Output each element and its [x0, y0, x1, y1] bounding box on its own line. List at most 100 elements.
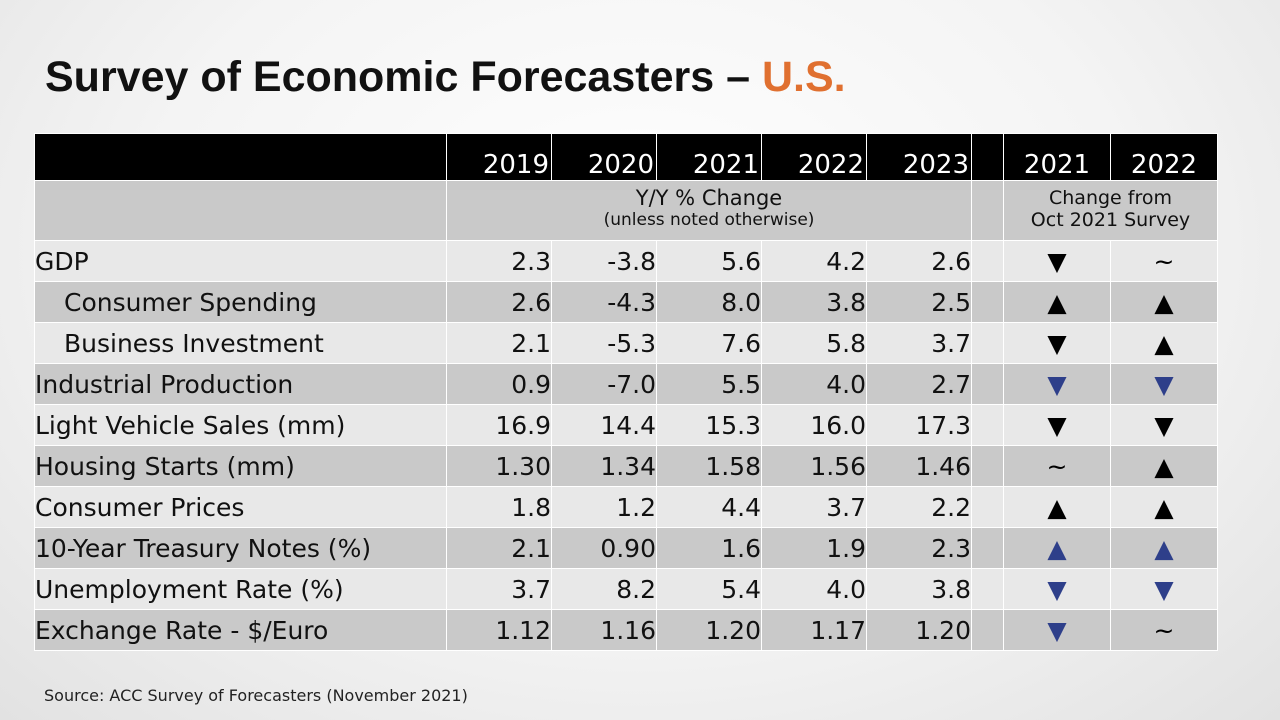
header-blank: [34, 133, 447, 181]
value-cell: 3.7: [761, 486, 867, 528]
value-cell: 1.16: [551, 609, 657, 651]
value-cell: 3.8: [761, 281, 867, 323]
value-cell: 2.1: [446, 527, 552, 569]
table-row: Business Investment 2.1 -5.3 7.6 5.8 3.7 ▼ ▲: [34, 322, 1218, 364]
value-cell: 1.12: [446, 609, 552, 651]
subheader-spacer: [971, 180, 1004, 241]
value-cell: 2.5: [866, 281, 972, 323]
value-cell: 1.58: [656, 445, 762, 487]
value-cell: 15.3: [656, 404, 762, 446]
up-arrow-icon: ▲: [1110, 281, 1218, 323]
units-line1: Y/Y % Change: [635, 186, 783, 210]
value-cell: 3.7: [446, 568, 552, 610]
change-line1: Change from: [1049, 187, 1172, 209]
value-cell: -5.3: [551, 322, 657, 364]
row-label: 10-Year Treasury Notes (%): [34, 527, 447, 569]
value-cell: 1.9: [761, 527, 867, 569]
units-note: Y/Y % Change (unless noted otherwise): [446, 180, 972, 241]
value-cell: 1.56: [761, 445, 867, 487]
value-cell: 8.0: [656, 281, 762, 323]
row-label: Consumer Prices: [34, 486, 447, 528]
value-cell: 1.8: [446, 486, 552, 528]
value-cell: 2.6: [866, 240, 972, 282]
no-change-icon: ~: [1110, 609, 1218, 651]
table-row: Consumer Spending 2.6 -4.3 8.0 3.8 2.5 ▲ ▲: [34, 281, 1218, 323]
change-line2: Oct 2021 Survey: [1030, 209, 1191, 231]
slide-title: Survey of Economic Forecasters – U.S.: [45, 56, 846, 99]
up-arrow-icon: ▲: [1110, 486, 1218, 528]
value-cell: 1.34: [551, 445, 657, 487]
source-note: Source: ACC Survey of Forecasters (Novem…: [44, 686, 468, 705]
value-cell: 1.20: [656, 609, 762, 651]
year-header: 2023: [866, 133, 972, 181]
up-arrow-icon: ▲: [1110, 527, 1218, 569]
spacer-cell: [971, 404, 1004, 446]
table-row: Light Vehicle Sales (mm) 16.9 14.4 15.3 16.0…: [34, 404, 1218, 446]
value-cell: 5.6: [656, 240, 762, 282]
table-row: Unemployment Rate (%) 3.7 8.2 5.4 4.0 3.8 ▼ ▼: [34, 568, 1218, 610]
value-cell: 1.6: [656, 527, 762, 569]
year-header: 2021: [656, 133, 762, 181]
spacer-cell: [971, 609, 1004, 651]
year-header: 2020: [551, 133, 657, 181]
year-header: 2019: [446, 133, 552, 181]
spacer-cell: [971, 363, 1004, 405]
value-cell: 17.3: [866, 404, 972, 446]
header-spacer: [971, 133, 1004, 181]
value-cell: 5.4: [656, 568, 762, 610]
table-row: Exchange Rate - $/Euro 1.12 1.16 1.20 1.17 1.…: [34, 609, 1218, 651]
down-arrow-icon: ▼: [1003, 322, 1111, 364]
value-cell: 2.6: [446, 281, 552, 323]
change-year-header: 2022: [1110, 133, 1218, 181]
row-label: Unemployment Rate (%): [34, 568, 447, 610]
row-label: Exchange Rate - $/Euro: [34, 609, 447, 651]
title-main: Survey of Economic Forecasters –: [45, 53, 762, 101]
up-arrow-icon: ▲: [1003, 486, 1111, 528]
value-cell: 1.30: [446, 445, 552, 487]
title-accent: U.S.: [761, 53, 846, 101]
row-label: Housing Starts (mm): [34, 445, 447, 487]
table-row: Industrial Production 0.9 -7.0 5.5 4.0 2.7 ▼ ▼: [34, 363, 1218, 405]
down-arrow-icon: ▼: [1003, 568, 1111, 610]
spacer-cell: [971, 568, 1004, 610]
value-cell: 2.3: [866, 527, 972, 569]
down-arrow-icon: ▼: [1003, 363, 1111, 405]
year-header: 2022: [761, 133, 867, 181]
value-cell: 4.0: [761, 568, 867, 610]
down-arrow-icon: ▼: [1110, 568, 1218, 610]
row-label: Industrial Production: [34, 363, 447, 405]
value-cell: 2.2: [866, 486, 972, 528]
change-note: Change from Oct 2021 Survey: [1003, 180, 1218, 241]
value-cell: 7.6: [656, 322, 762, 364]
table-row: Housing Starts (mm) 1.30 1.34 1.58 1.56 1.46 ~…: [34, 445, 1218, 487]
up-arrow-icon: ▲: [1003, 281, 1111, 323]
up-arrow-icon: ▲: [1003, 527, 1111, 569]
spacer-cell: [971, 240, 1004, 282]
forecast-table: 2019 2020 2021 2022 2023 2021 2022 Y/Y %…: [34, 133, 1218, 651]
value-cell: 3.7: [866, 322, 972, 364]
subheader-blank: [34, 180, 447, 241]
value-cell: 14.4: [551, 404, 657, 446]
down-arrow-icon: ▼: [1110, 363, 1218, 405]
table-row: GDP 2.3 -3.8 5.6 4.2 2.6 ▼ ~: [34, 240, 1218, 282]
table-row: 10-Year Treasury Notes (%) 2.1 0.90 1.6 1.9 2…: [34, 527, 1218, 569]
down-arrow-icon: ▼: [1003, 240, 1111, 282]
units-line2: (unless noted otherwise): [603, 210, 815, 230]
down-arrow-icon: ▼: [1003, 609, 1111, 651]
value-cell: 5.5: [656, 363, 762, 405]
up-arrow-icon: ▲: [1110, 322, 1218, 364]
subheader-row: Y/Y % Change (unless noted otherwise) Ch…: [34, 180, 1218, 241]
value-cell: 2.1: [446, 322, 552, 364]
value-cell: 3.8: [866, 568, 972, 610]
spacer-cell: [971, 322, 1004, 364]
value-cell: 16.9: [446, 404, 552, 446]
value-cell: 4.0: [761, 363, 867, 405]
value-cell: 2.7: [866, 363, 972, 405]
year-header-row: 2019 2020 2021 2022 2023 2021 2022: [34, 133, 1218, 181]
down-arrow-icon: ▼: [1003, 404, 1111, 446]
table-row: Consumer Prices 1.8 1.2 4.4 3.7 2.2 ▲ ▲: [34, 486, 1218, 528]
value-cell: 1.20: [866, 609, 972, 651]
spacer-cell: [971, 527, 1004, 569]
row-label: Light Vehicle Sales (mm): [34, 404, 447, 446]
value-cell: -4.3: [551, 281, 657, 323]
